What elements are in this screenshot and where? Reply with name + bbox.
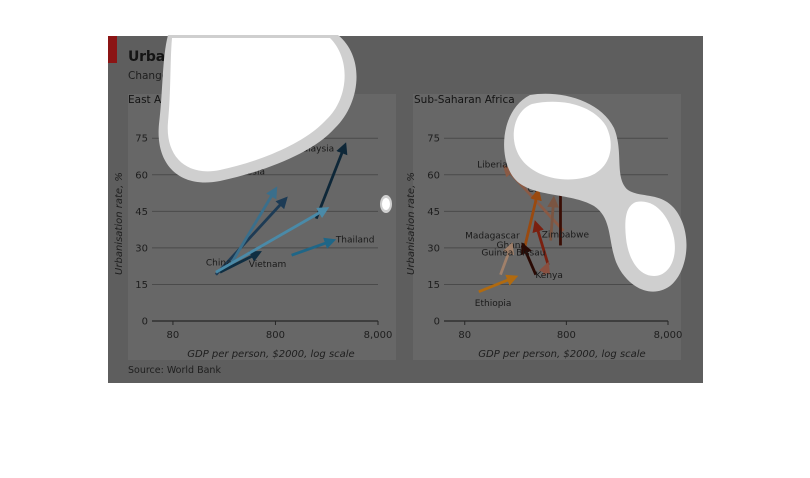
y-tick-label: 75 <box>135 134 148 145</box>
x-tick-label: 8,000 <box>364 330 393 341</box>
y-tick-label: 45 <box>427 207 440 218</box>
x-tick-label: 800 <box>557 330 576 341</box>
panel-background <box>413 94 681 360</box>
chart-panel-1: East Asia and Pacific 0 15 30 45 60 75 80 800 8,0… <box>114 94 396 360</box>
x-axis-label: GDP per person, $2000, log scale <box>478 349 645 360</box>
y-tick-label: 0 <box>142 317 148 328</box>
x-tick-label: 80 <box>167 330 180 341</box>
series-label-vietnam: Vietnam <box>249 260 287 270</box>
y-tick-label: 60 <box>135 170 148 181</box>
series-arrow-vietnam <box>219 251 262 274</box>
series-label-zimbabwe: Zimbabwe <box>542 231 590 241</box>
series-label-guinea-bissau: Guinea Bissau <box>481 248 545 258</box>
panel-background <box>128 94 396 360</box>
x-axis-label: GDP per person, $2000, log scale <box>187 349 354 360</box>
series-label-ethiopia: Ethiopia <box>475 299 512 309</box>
panel-title: Sub-Saharan Africa <box>414 94 515 106</box>
y-tick-label: 60 <box>427 170 440 181</box>
chart-panel-2: Sub-Saharan Africa 0 15 30 45 60 75 80 800 8,000 G… <box>406 94 682 360</box>
x-tick-label: 800 <box>266 330 285 341</box>
y-tick-label: 0 <box>434 317 440 328</box>
figure: Urbanisation and income Change between 1… <box>108 36 703 383</box>
y-tick-label: 15 <box>427 280 440 291</box>
series-arrow-indonesia <box>230 186 278 264</box>
y-axis-label: Urbanisation rate, % <box>114 172 125 275</box>
series-label-nigeria: Nigeria <box>564 185 596 195</box>
series-label-indonesia: Indonesia <box>221 167 265 177</box>
series-label-china: China <box>206 259 232 269</box>
source-note: Source: World Bank <box>128 365 221 376</box>
series-label-thailand: Thailand <box>335 236 375 246</box>
y-tick-label: 15 <box>135 280 148 291</box>
y-tick-label: 45 <box>135 207 148 218</box>
series-arrow-china <box>214 196 288 276</box>
y-axis-label: Urbanisation rate, % <box>406 172 417 275</box>
y-tick-label: 75 <box>427 134 440 145</box>
panel-title: East Asia and Pacific <box>128 94 236 106</box>
x-tick-label: 8,000 <box>654 330 683 341</box>
y-tick-label: 30 <box>135 243 148 254</box>
series-label-madagascar: Madagascar <box>465 231 520 241</box>
x-tick-label: 80 <box>458 330 471 341</box>
series-label-malaysia: Malaysia <box>295 145 334 155</box>
series-arrow-thailand <box>291 237 337 257</box>
y-tick-label: 30 <box>427 243 440 254</box>
series-label-liberia: Liberia <box>477 160 507 170</box>
accent-bar <box>108 36 117 63</box>
series-label-kenya: Kenya <box>535 271 563 281</box>
series-arrow-unlabelled <box>215 207 330 274</box>
